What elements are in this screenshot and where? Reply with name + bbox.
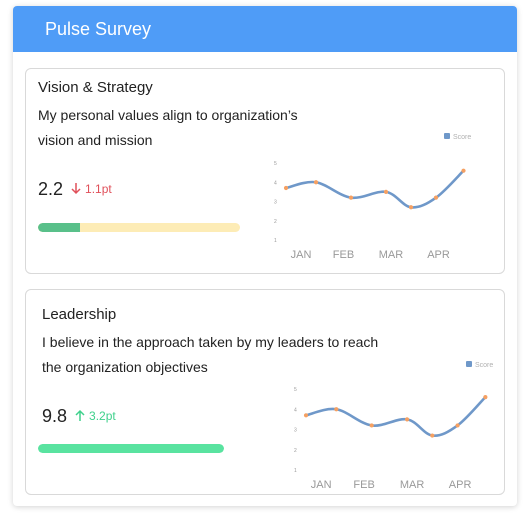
- y-tick-label: 2: [294, 448, 297, 454]
- y-tick-label: 5: [294, 387, 297, 393]
- widget-title: Pulse Survey: [45, 18, 152, 39]
- card-title: Vision & Strategy: [38, 79, 153, 96]
- arrow-down-icon: [71, 183, 81, 195]
- score-progress-fill: [38, 444, 224, 453]
- pulse-survey-widget: Pulse Survey Vision & Strategy My person…: [13, 6, 517, 506]
- survey-card-leadership[interactable]: Leadership I believe in the approach tak…: [25, 289, 505, 495]
- x-tick-label: JAN: [311, 479, 332, 490]
- y-tick-label: 5: [274, 161, 277, 167]
- data-point: [369, 423, 374, 428]
- data-point: [383, 189, 389, 194]
- score-delta: 1.1pt: [71, 182, 112, 196]
- y-tick-label: 3: [294, 428, 297, 434]
- legend-swatch: [444, 133, 450, 139]
- score-delta-value: 3.2pt: [89, 408, 116, 423]
- x-tick-label: MAR: [379, 249, 404, 259]
- x-tick-label: FEB: [353, 479, 374, 490]
- x-tick-label: JAN: [291, 249, 312, 259]
- legend-label: Score: [475, 362, 493, 369]
- arrow-up-icon: [75, 409, 85, 421]
- score-progress-bar: [38, 223, 240, 232]
- legend-swatch: [466, 361, 472, 367]
- data-point: [408, 205, 414, 210]
- legend-label: Score: [453, 134, 471, 141]
- score-delta: 3.2pt: [75, 409, 116, 423]
- data-point: [313, 180, 319, 185]
- score-row: 9.8 3.2pt: [42, 406, 116, 427]
- data-point: [348, 195, 354, 200]
- chart-legend: Score: [466, 361, 493, 369]
- series-line: [304, 395, 487, 437]
- score-progress-fill: [38, 223, 81, 232]
- data-point: [461, 168, 466, 173]
- y-tick-label: 3: [274, 200, 277, 206]
- series-line: [284, 169, 465, 209]
- score-value: 9.8: [42, 406, 68, 426]
- card-title: Leadership: [42, 306, 117, 323]
- x-tick-label: APR: [449, 479, 472, 490]
- survey-card-vision-strategy[interactable]: Vision & Strategy My personal values ali…: [25, 68, 505, 274]
- data-point: [334, 407, 339, 412]
- data-point: [430, 433, 435, 438]
- data-point: [404, 417, 410, 422]
- score-value: 2.2: [38, 179, 64, 199]
- data-point: [433, 195, 439, 200]
- chart-legend: Score: [444, 133, 471, 141]
- y-tick-label: 4: [274, 180, 277, 186]
- y-tick-label: 1: [294, 468, 297, 474]
- card-question: I believe in the approach taken by my le…: [42, 334, 379, 375]
- score-delta-value: 1.1pt: [85, 181, 112, 196]
- widget-header: Pulse Survey: [13, 6, 517, 52]
- x-tick-label: MAR: [400, 479, 425, 490]
- card-question: My personal values align to organization…: [38, 107, 298, 148]
- y-tick-label: 2: [274, 219, 277, 225]
- y-tick-label: 4: [294, 407, 297, 413]
- score-trend-chart: Score 5 4 3 2 1 JAN FEB MAR APR: [274, 133, 471, 259]
- y-tick-label: 1: [274, 238, 277, 244]
- x-tick-label: APR: [427, 249, 450, 259]
- score-progress-bar: [38, 444, 224, 453]
- x-tick-label: FEB: [333, 249, 354, 259]
- data-point: [483, 395, 488, 400]
- score-trend-chart: Score 5 4 3 2 1 JAN FEB MAR APR: [294, 361, 493, 490]
- data-point: [303, 413, 309, 418]
- data-point: [455, 423, 460, 428]
- score-row: 2.2 1.1pt: [38, 179, 112, 200]
- data-point: [283, 185, 289, 191]
